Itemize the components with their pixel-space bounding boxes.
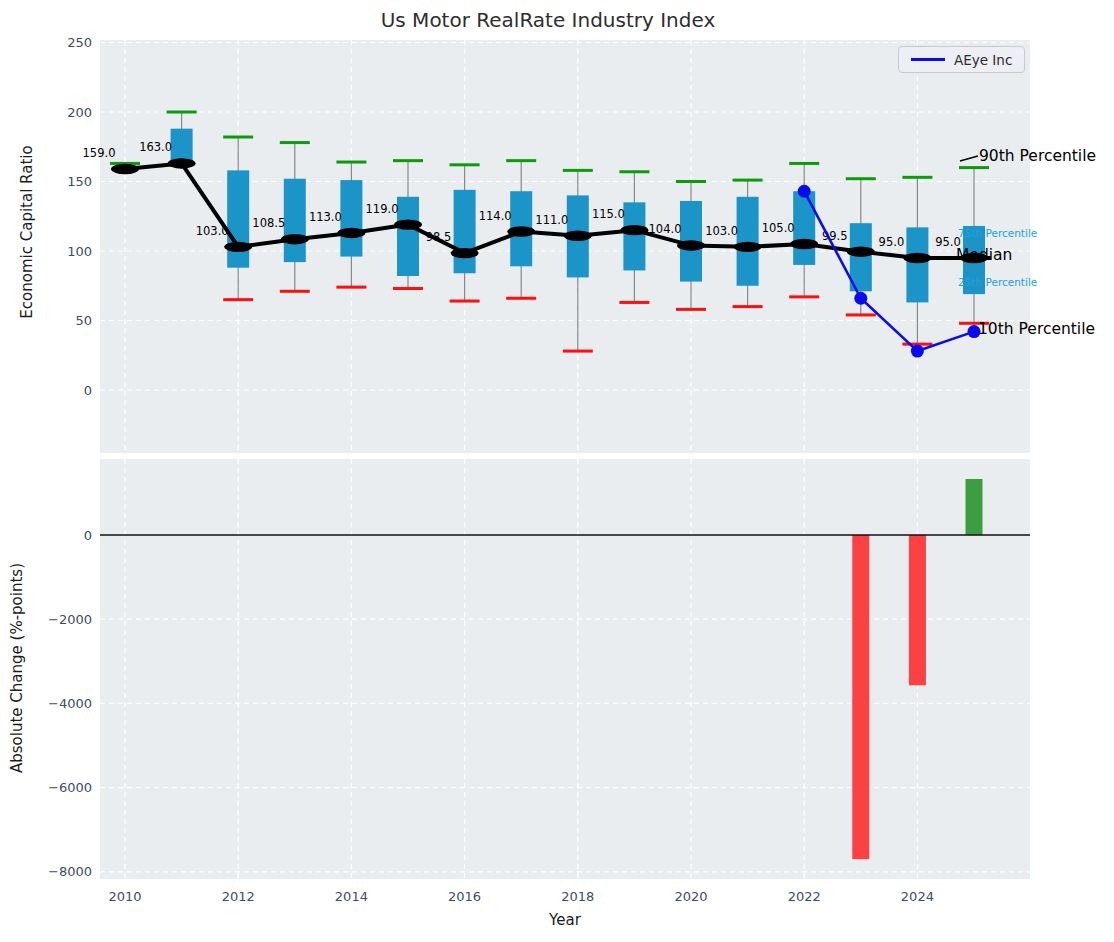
chart-title: Us Motor RealRate Industry Index — [0, 8, 1096, 32]
annotation-median: Median — [956, 246, 1012, 264]
xtick-2010: 2010 — [108, 889, 141, 904]
bar-2023 — [852, 535, 869, 859]
aeye-marker-2023 — [854, 292, 867, 305]
bottom-ytick-0: 0 — [84, 528, 92, 543]
x-axis-label: Year — [100, 911, 1030, 929]
bar-2024 — [909, 535, 926, 685]
median-value-label-2019: 115.0 — [592, 207, 625, 221]
median-marker-2017 — [507, 226, 535, 236]
median-marker-2021 — [734, 242, 762, 252]
xtick-2020: 2020 — [674, 889, 707, 904]
chart-canvas: 159.0 163.0 103.0 108.5 113.0 119.0 98.5 114.0 1… — [0, 0, 1114, 942]
annotation-25th-percentile: 25th Percentile — [958, 276, 1037, 288]
median-marker-2010 — [111, 164, 139, 174]
median-value-label-2014: 113.0 — [309, 210, 342, 224]
median-value-label-2013: 108.5 — [252, 216, 285, 230]
top-ytick-250: 250 — [67, 35, 92, 50]
median-value-label-2024: 95.0 — [879, 235, 905, 249]
figure-root: { "title": "Us Motor RealRate Industry I… — [0, 0, 1114, 942]
median-marker-2024 — [903, 253, 931, 263]
median-value-label-2010: 159.0 — [83, 146, 116, 160]
bar-2025 — [966, 479, 983, 535]
median-marker-2014 — [337, 228, 365, 238]
box-2011 — [171, 129, 193, 164]
xtick-2014: 2014 — [335, 889, 368, 904]
median-value-label-2022: 105.0 — [762, 221, 795, 235]
xtick-2024: 2024 — [901, 889, 934, 904]
bottom-y-axis-label: Absolute Change (%-points) — [8, 498, 28, 838]
median-value-label-2012: 103.0 — [196, 224, 229, 238]
xtick-2018: 2018 — [561, 889, 594, 904]
median-value-label-2020: 104.0 — [649, 222, 682, 236]
box-2013 — [284, 179, 306, 262]
bottom-plot-area — [100, 459, 1030, 879]
bottom-ytick--2000: −2000 — [48, 612, 92, 627]
annotation-75th-percentile: 75th Percentile — [958, 227, 1037, 239]
box-2019 — [623, 202, 645, 270]
aeye-marker-2024 — [911, 345, 924, 358]
top-ytick-200: 200 — [67, 105, 92, 120]
median-marker-2016 — [451, 248, 479, 258]
median-marker-2019 — [620, 225, 648, 235]
box-2022 — [793, 191, 815, 265]
box-2024 — [906, 227, 928, 302]
median-marker-2011 — [168, 158, 196, 168]
median-marker-2022 — [790, 239, 818, 249]
top-y-axis-label: Economic Capital Ratio — [18, 82, 38, 382]
legend-box: AEye Inc — [898, 46, 1025, 73]
legend-label: AEye Inc — [954, 52, 1012, 68]
top-ytick-150: 150 — [67, 174, 92, 189]
median-value-label-2021: 103.0 — [705, 224, 738, 238]
legend-line-icon — [911, 58, 945, 61]
box-2014 — [340, 180, 362, 256]
aeye-marker-2022 — [798, 185, 811, 198]
annotation-10th-percentile: 10th Percentile — [978, 320, 1095, 338]
bottom-ytick--6000: −6000 — [48, 780, 92, 795]
median-marker-2013 — [281, 234, 309, 244]
median-value-label-2018: 111.0 — [535, 213, 568, 227]
median-value-label-2016: 98.5 — [426, 230, 452, 244]
median-value-label-2011: 163.0 — [139, 140, 172, 154]
box-2021 — [737, 197, 759, 286]
xtick-2016: 2016 — [448, 889, 481, 904]
xtick-2022: 2022 — [788, 889, 821, 904]
bottom-ytick--8000: −8000 — [48, 864, 92, 879]
median-marker-2018 — [564, 231, 592, 241]
median-marker-2015 — [394, 219, 422, 229]
median-marker-2023 — [847, 246, 875, 256]
box-2012 — [227, 170, 249, 267]
median-value-label-2017: 114.0 — [479, 209, 512, 223]
median-value-label-2015: 119.0 — [366, 202, 399, 216]
top-ytick-100: 100 — [67, 244, 92, 259]
annotation-90th-percentile: 90th Percentile — [979, 147, 1096, 165]
bottom-ytick--4000: −4000 — [48, 696, 92, 711]
median-marker-2020 — [677, 240, 705, 250]
xtick-2012: 2012 — [222, 889, 255, 904]
box-2016 — [454, 190, 476, 273]
top-ytick-50: 50 — [75, 313, 92, 328]
box-2015 — [397, 197, 419, 276]
median-marker-2012 — [224, 242, 252, 252]
top-ytick-0: 0 — [84, 383, 92, 398]
